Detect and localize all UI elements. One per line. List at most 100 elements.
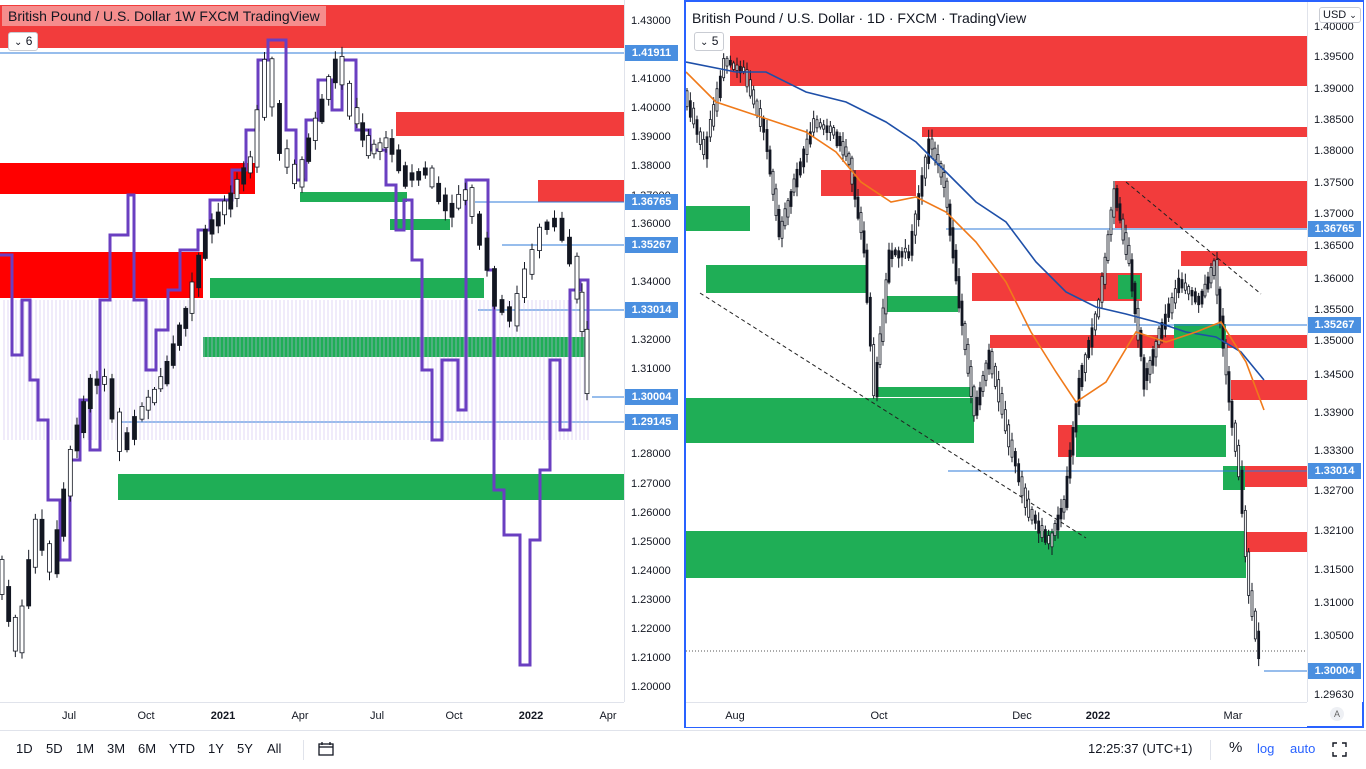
right-price-axis[interactable]: 1.40000 1.39500 1.39000 1.38500 1.38000 1.375…: [1307, 2, 1363, 702]
candle-body: [183, 307, 189, 329]
compare-icon[interactable]: [318, 741, 334, 756]
demand-zone: [390, 219, 450, 230]
right-indicator-badge[interactable]: ⌄ 5: [694, 32, 725, 51]
timeframe-6m[interactable]: 6M: [138, 741, 157, 756]
candle-body: [319, 98, 325, 123]
candle-body: [795, 168, 799, 188]
candle-body: [1087, 339, 1091, 358]
candle-body: [1221, 315, 1225, 349]
candle-body: [910, 230, 914, 256]
candle-body: [1253, 610, 1257, 640]
demand-zone: [300, 192, 407, 202]
time-tick: Apr: [291, 710, 309, 722]
candle-body: [1127, 244, 1131, 264]
candle-body: [818, 122, 822, 128]
timeframe-all[interactable]: All: [267, 741, 282, 756]
price-tick: 1.32100: [1314, 525, 1354, 537]
candle-body: [1180, 279, 1184, 289]
right-chart-pane[interactable]: British Pound / U.S. Dollar · 1D · FXCM …: [686, 2, 1307, 702]
candle-body: [1100, 275, 1104, 303]
chevron-down-icon: ⌄: [1349, 10, 1357, 20]
supply-zone: [1238, 466, 1307, 487]
price-tick: 1.21000: [631, 652, 671, 664]
right-time-axis[interactable]: Aug Oct Dec 2022 Mar: [686, 702, 1307, 727]
candle-body: [705, 136, 709, 160]
candle-body: [718, 75, 722, 99]
price-tick: 1.34500: [1314, 369, 1354, 381]
price-tick: 1.40000: [631, 102, 671, 114]
timeframe-1d[interactable]: 1D: [16, 741, 33, 756]
price-tick: 1.34000: [631, 276, 671, 288]
candle-body: [1142, 357, 1146, 390]
candle-body: [1224, 342, 1228, 376]
left-indicator-badge[interactable]: ⌄ 6: [8, 32, 39, 51]
candle-body: [1240, 469, 1244, 514]
left-chart-canvas[interactable]: [0, 0, 624, 702]
candle-body: [802, 148, 806, 168]
candle-body: [822, 124, 826, 130]
candle-body: [1250, 590, 1254, 617]
candle-body: [942, 172, 946, 188]
candle-body: [326, 76, 332, 100]
candle-body: [900, 251, 904, 258]
log-toggle[interactable]: log: [1257, 741, 1275, 756]
candle-body: [1103, 256, 1107, 285]
candle-body: [145, 396, 151, 411]
candle-body: [377, 142, 383, 152]
candle-body: [783, 208, 787, 227]
auto-toggle[interactable]: auto: [1290, 741, 1316, 756]
price-tick: 1.40000: [1314, 21, 1354, 33]
currency-label: USD: [1323, 9, 1347, 21]
candle-body: [1083, 354, 1087, 373]
candle-body: [94, 378, 100, 386]
price-tick: 1.26000: [631, 507, 671, 519]
time-tick: Apr: [599, 710, 617, 722]
candle-body: [284, 148, 290, 168]
timeframe-1m[interactable]: 1M: [76, 741, 95, 756]
left-chart-pane[interactable]: British Pound / U.S. Dollar 1W FXCM Trad…: [0, 0, 624, 702]
candle-body: [777, 209, 781, 238]
candle-body: [835, 131, 839, 147]
candle-body: [762, 117, 766, 133]
clock[interactable]: 12:25:37 (UTC+1): [1088, 741, 1193, 756]
right-chart-title: British Pound / U.S. Dollar · 1D · FXCM …: [692, 10, 1027, 26]
timeframe-3m[interactable]: 3M: [107, 741, 126, 756]
candle-body: [1074, 403, 1078, 433]
candle-body: [951, 227, 955, 259]
price-tick: 1.20000: [631, 681, 671, 693]
chevron-down-icon: ⌄: [14, 37, 23, 48]
candle-body: [923, 156, 927, 179]
timeframe-5y[interactable]: 5Y: [237, 741, 253, 756]
candle-body: [957, 276, 961, 309]
price-tick: 1.25000: [631, 536, 671, 548]
candle-body: [865, 249, 869, 303]
timeframe-ytd[interactable]: YTD: [169, 741, 195, 756]
candle-body: [738, 65, 742, 74]
expand-icon: [1332, 742, 1347, 757]
left-time-axis[interactable]: Jul Oct 2021 Apr Jul Oct 2022 Apr: [0, 702, 624, 731]
auto-scale-button[interactable]: A: [1330, 707, 1344, 721]
candle-body: [698, 131, 702, 145]
candle-body: [1160, 322, 1164, 339]
candle-body: [856, 196, 860, 219]
candle-body: [1090, 327, 1094, 348]
candle-body: [1163, 313, 1167, 330]
candle-body: [1173, 288, 1177, 304]
candle-body: [544, 221, 550, 230]
right-chart-canvas[interactable]: [686, 2, 1307, 702]
supply-zone: [972, 273, 1142, 301]
percent-toggle[interactable]: %: [1229, 739, 1243, 756]
currency-selector[interactable]: USD ⌄: [1319, 7, 1361, 23]
candle-body: [1093, 313, 1097, 331]
price-marker-label: 1.41911: [625, 45, 678, 61]
candle-body: [262, 58, 267, 118]
demand-zone: [118, 474, 624, 500]
candle-body: [574, 255, 580, 300]
fullscreen-icon[interactable]: [1332, 742, 1347, 757]
left-price-axis[interactable]: 1.430001.410001.400001.390001.380001.370…: [624, 0, 679, 702]
price-tick: 1.39500: [1314, 51, 1354, 63]
timeframe-1y[interactable]: 1Y: [208, 741, 224, 756]
candle-body: [1190, 290, 1194, 297]
timeframe-5d[interactable]: 5D: [46, 741, 63, 756]
candle-body: [708, 119, 712, 138]
